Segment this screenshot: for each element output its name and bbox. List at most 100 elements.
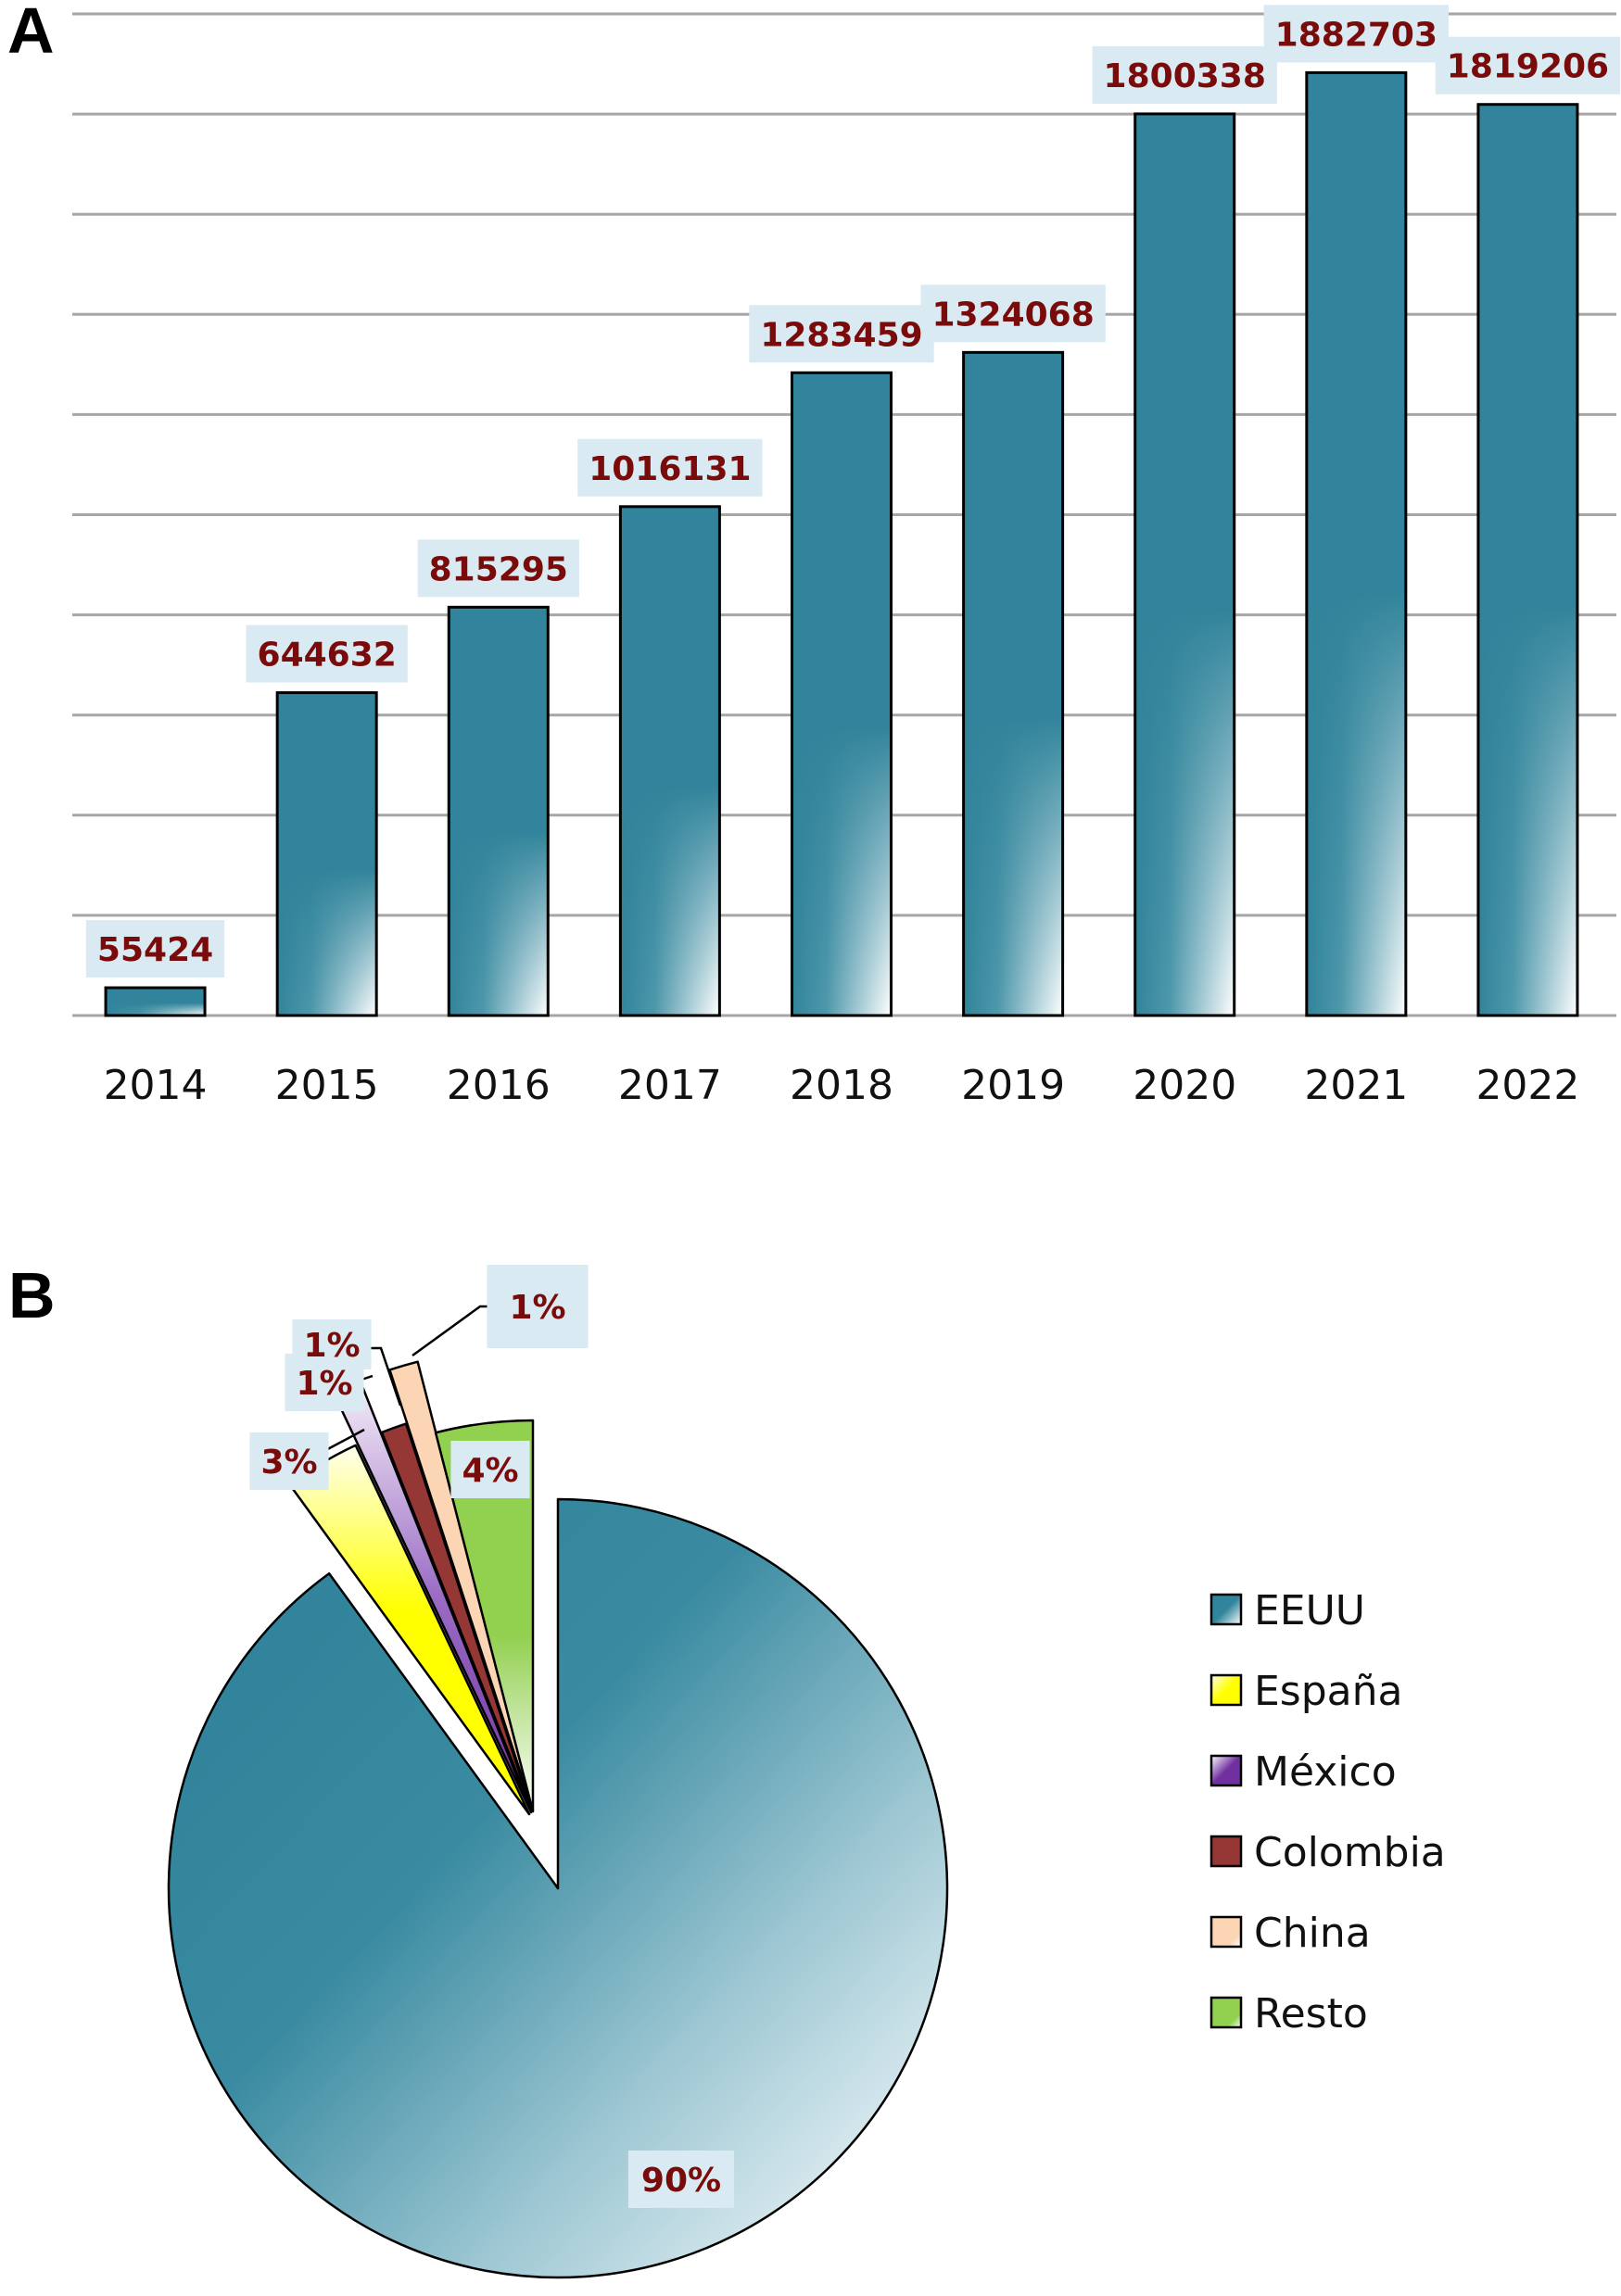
bar-shade [1477,104,1577,1016]
x-tick-label: 2016 [447,1062,551,1109]
bar-data-label-text: 1882703 [1275,16,1437,54]
legend-label: España [1254,1668,1402,1715]
bar-data-label: 1324068 [920,284,1106,343]
x-tick-label: 2015 [275,1062,379,1109]
pie-slice-china [388,1360,535,1812]
pie-data-label-mxico-text: 1% [296,1365,352,1403]
pie-data-label-resto-box [450,1441,530,1498]
bar-outline [962,350,1065,1017]
bar-data-label: 644632 [246,624,408,683]
legend-item: Resto [1209,1990,1368,2037]
x-axis-tick-labels: 2014 2015 2016 2017 2018 2019 2020 2021 2022 [104,1062,1580,1109]
bar-data-label-text: 815295 [429,550,568,588]
bar-shade [792,372,892,1016]
bar-2018 [791,371,893,1017]
bar-shade [963,352,1063,1016]
legend-swatch [1209,1835,1243,1868]
legend-swatch [1209,1996,1243,2029]
bar-data-label-text: 1819206 [1447,48,1609,86]
bar-shade [449,607,549,1016]
bar-data-label-text: 1800338 [1104,57,1266,95]
bar-data-label: 1016131 [577,438,763,497]
pie-slice-resto [434,1419,535,1813]
legend-swatch [1209,1754,1243,1787]
bar-data-label-box [85,920,225,978]
pie-data-label-espaa-text: 3% [260,1444,317,1482]
bar-data-label-text: 1283459 [760,316,922,354]
bar-outline [1133,112,1236,1017]
legend-item: EEUU [1209,1587,1365,1634]
pie-data-label-china: 1% [487,1265,589,1348]
pie-slice-eeuu [167,1497,949,2279]
pie-slices [167,1360,949,2279]
leader-line [412,1305,494,1357]
legend-label: Colombia [1254,1829,1446,1876]
bar-outline [791,371,893,1017]
legend-swatch [1209,1593,1243,1626]
pie-data-label-colombia-box [292,1319,372,1369]
pie-data-label-eeuu-box [627,2151,735,2208]
bar-data-label: 1800338 [1092,45,1277,104]
pie-slice-colombia [380,1422,534,1813]
legend-label: China [1254,1910,1371,1957]
x-tick-label: 2017 [618,1062,722,1109]
pie-data-label-resto: 4% [450,1441,530,1498]
pie-data-label-china-box [487,1265,589,1348]
bar-2021 [1305,70,1408,1017]
pie-data-label-resto-text: 4% [462,1452,518,1490]
pie-data-label-china-text: 1% [509,1289,565,1327]
pie-chart-panel: B 90%3%1%1%1%4% EEUUEspañaMéxicoColombia… [8,1259,1446,2279]
legend-swatch [1209,1673,1243,1707]
x-tick-label: 2022 [1475,1062,1579,1109]
bar-2019 [962,350,1065,1017]
bar-outline [104,986,207,1017]
legend-item: México [1209,1748,1397,1796]
bar-data-label: 55424 [85,920,225,978]
bar-data-label: 815295 [417,539,579,598]
bar-data-label: 1882703 [1263,5,1450,63]
bar-data-label-box [1263,5,1450,63]
bar-2014 [104,986,207,1017]
bar-outline [1305,70,1408,1017]
bar-shade [1134,113,1235,1016]
bar-data-label-box [1092,45,1277,104]
x-tick-label: 2019 [961,1062,1065,1109]
x-tick-label: 2020 [1133,1062,1236,1109]
x-tick-label: 2014 [104,1062,208,1109]
bar-data-label-box [246,624,408,683]
bar-2015 [275,691,378,1017]
bar-2016 [447,605,550,1017]
legend-item: China [1209,1910,1371,1957]
bar-2017 [618,505,721,1017]
legend-label: EEUU [1254,1587,1365,1634]
bar-data-label: 1819206 [1435,36,1621,95]
legend-swatch [1209,1915,1243,1949]
legend-label: Resto [1254,1990,1368,2037]
legend-item: España [1209,1668,1402,1715]
bar-data-label-box [920,284,1106,343]
bar-outline [447,605,550,1017]
bar-data-label-text: 1016131 [589,450,751,488]
pie-data-label-espaa: 3% [249,1432,329,1490]
bar-shade [106,988,206,1016]
legend-label: México [1254,1748,1397,1796]
bar-outline [275,691,378,1017]
bar-data-label-text: 644632 [258,637,397,675]
pie-data-label-eeuu: 90% [627,2151,735,2208]
bar-shade [620,506,720,1016]
bar-2020 [1133,112,1236,1017]
pie-data-label-colombia: 1% [292,1319,372,1369]
bar-shade [277,692,377,1016]
pie-data-label-espaa-box [249,1432,329,1490]
pie-data-label-eeuu-text: 90% [641,2162,721,2200]
x-tick-label: 2021 [1304,1062,1408,1109]
bar-data-label-box [749,305,934,363]
bar-data-label: 1283459 [749,305,934,363]
panel-letter-a: A [7,0,55,67]
pie-data-label-colombia-text: 1% [303,1327,360,1365]
legend: EEUU España México Colombia China Resto [1209,1587,1446,2037]
legend-item: Colombia [1209,1829,1446,1876]
pie-data-labels: 90%3%1%1%1%4% [249,1265,735,2208]
